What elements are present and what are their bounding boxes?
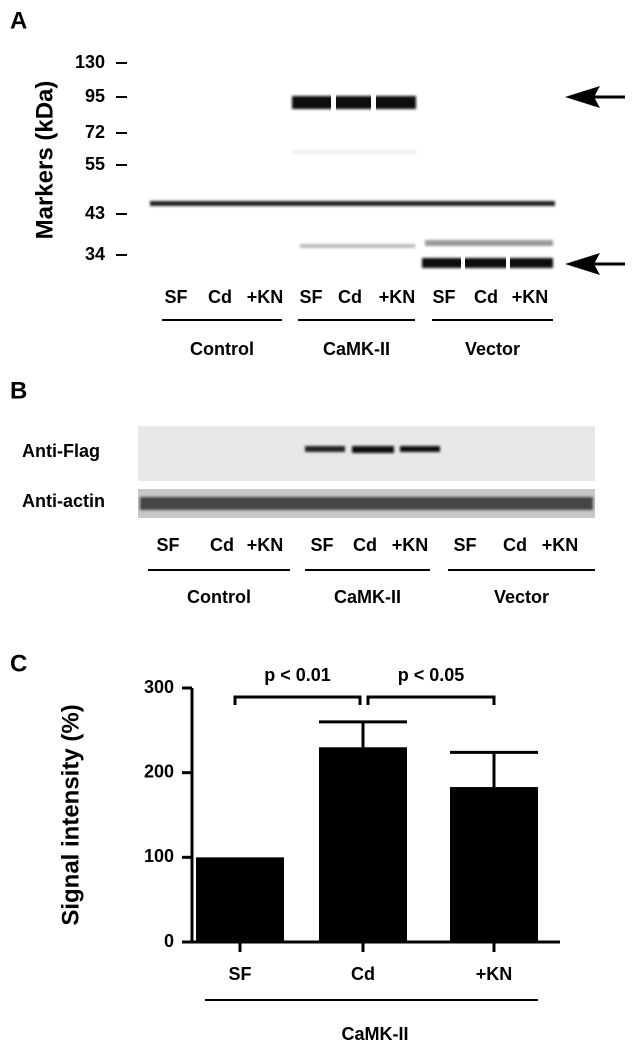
lane-label: SF: [164, 287, 187, 307]
lane-label: +KN: [512, 287, 549, 307]
y-tick-label: 200: [144, 761, 174, 781]
lane-label: SF: [156, 535, 179, 555]
lane-label: Cd: [503, 535, 527, 555]
marker-label: 55: [85, 154, 105, 174]
lane-label: Cd: [208, 287, 232, 307]
significance-bracket: [233, 695, 362, 705]
lane-label: Cd: [353, 535, 377, 555]
row-label: Anti-Flag: [22, 441, 100, 461]
panel-letter: C: [10, 650, 27, 677]
lane-label: Cd: [210, 535, 234, 555]
x-tick-label: +KN: [476, 964, 513, 984]
significance-label: p < 0.05: [398, 665, 465, 685]
lane-label: +KN: [379, 287, 416, 307]
marker-label: 130: [75, 52, 105, 72]
axis-label: Markers (kDa): [31, 81, 58, 240]
bar: [319, 747, 407, 942]
lane-label: Cd: [474, 287, 498, 307]
row-label: Anti-actin: [22, 491, 105, 511]
group-label: Vector: [465, 339, 520, 359]
blot-b-bands: [140, 446, 593, 510]
marker-label: 43: [85, 203, 105, 223]
significance-bracket: [366, 695, 496, 705]
marker-label: 34: [85, 244, 105, 264]
bar: [450, 787, 538, 942]
lane-label: Cd: [338, 287, 362, 307]
lane-label: SF: [432, 287, 455, 307]
lane-label: +KN: [247, 535, 284, 555]
group-label: Vector: [494, 587, 549, 607]
y-tick-label: 100: [144, 846, 174, 866]
group-label: CaMK-II: [334, 587, 401, 607]
arrow: [565, 86, 625, 275]
y-tick-label: 0: [164, 931, 174, 951]
axis-label: Signal intensity (%): [57, 704, 84, 925]
panel-letter: B: [10, 377, 27, 404]
lane-label: SF: [299, 287, 322, 307]
x-tick-label: Cd: [351, 964, 375, 984]
group-label: Control: [187, 587, 251, 607]
blot-b: [138, 426, 595, 481]
lane-label: +KN: [247, 287, 284, 307]
lane-label: +KN: [392, 535, 429, 555]
x-tick-label: SF: [228, 964, 251, 984]
lane-label: SF: [453, 535, 476, 555]
group-label: CaMK-II: [342, 1024, 409, 1044]
significance-label: p < 0.01: [264, 665, 331, 685]
group-label: Control: [190, 339, 254, 359]
blot-a-gaps: [331, 92, 510, 270]
marker-label: 72: [85, 122, 105, 142]
marker-label: 95: [85, 86, 105, 106]
bar: [196, 857, 284, 942]
lane-label: SF: [310, 535, 333, 555]
panel-letter: A: [10, 7, 27, 34]
blot-a: [150, 96, 555, 268]
group-label: CaMK-II: [323, 339, 390, 359]
y-tick-label: 300: [144, 677, 174, 697]
lane-label: +KN: [542, 535, 579, 555]
